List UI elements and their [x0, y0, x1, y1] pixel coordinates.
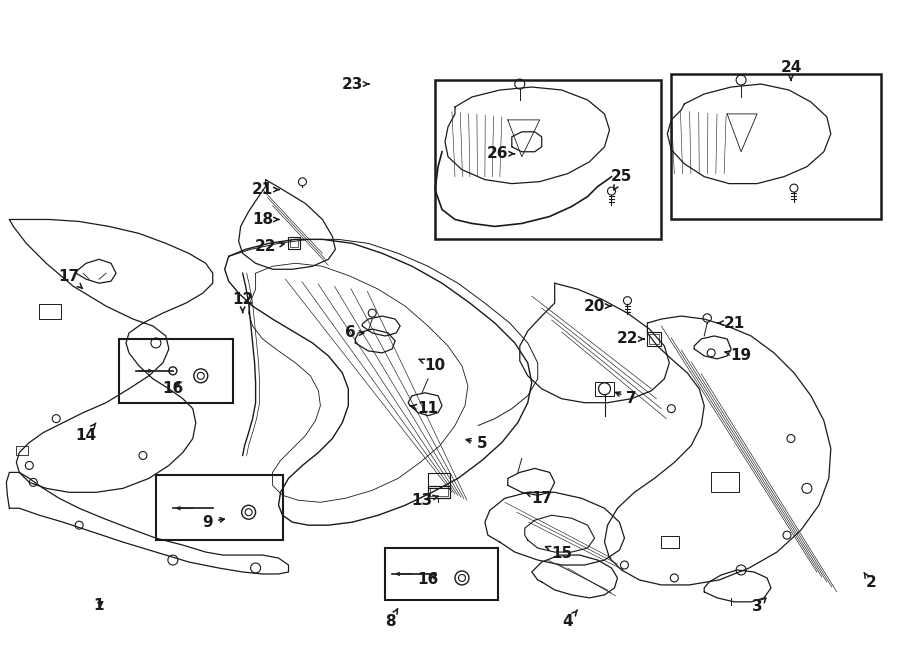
Bar [435, 80, 662, 239]
Bar [428, 473, 450, 488]
Text: 5: 5 [466, 436, 487, 451]
Text: 3: 3 [752, 598, 766, 614]
Text: 7: 7 [616, 391, 637, 407]
Text: 22: 22 [255, 239, 284, 254]
Bar [289, 237, 301, 249]
Bar [156, 475, 283, 540]
Text: 25: 25 [611, 169, 632, 190]
Bar [40, 304, 61, 319]
Text: 10: 10 [419, 358, 446, 373]
Text: 17: 17 [526, 490, 553, 506]
Bar [662, 536, 680, 548]
Text: 15: 15 [545, 545, 572, 561]
Bar [428, 486, 450, 498]
Bar [647, 332, 662, 346]
Text: 17: 17 [58, 269, 83, 288]
Text: 1: 1 [93, 598, 104, 613]
Bar [291, 239, 299, 247]
Bar [119, 339, 233, 403]
Bar [430, 488, 448, 496]
Text: 16: 16 [418, 572, 438, 588]
Text: 18: 18 [252, 212, 279, 227]
Text: 24: 24 [780, 59, 802, 81]
Text: 6: 6 [345, 325, 364, 340]
Bar [671, 74, 881, 219]
Text: 11: 11 [411, 401, 438, 416]
Text: 4: 4 [562, 610, 578, 629]
Bar [711, 473, 739, 492]
Text: 26: 26 [487, 146, 514, 161]
Text: 20: 20 [584, 299, 611, 313]
Text: 14: 14 [76, 423, 96, 443]
Text: 13: 13 [411, 493, 438, 508]
Text: 8: 8 [385, 609, 398, 629]
Text: 21: 21 [718, 315, 744, 330]
Text: 12: 12 [232, 292, 253, 312]
Text: 2: 2 [864, 572, 876, 590]
Text: 9: 9 [202, 515, 224, 529]
Bar [16, 446, 28, 455]
Text: 16: 16 [162, 381, 184, 396]
Text: 19: 19 [724, 348, 751, 364]
Text: 22: 22 [616, 331, 643, 346]
Bar [595, 382, 615, 396]
Bar [385, 548, 498, 600]
Text: 23: 23 [342, 77, 369, 91]
Bar [650, 334, 660, 344]
Text: 21: 21 [252, 182, 279, 197]
